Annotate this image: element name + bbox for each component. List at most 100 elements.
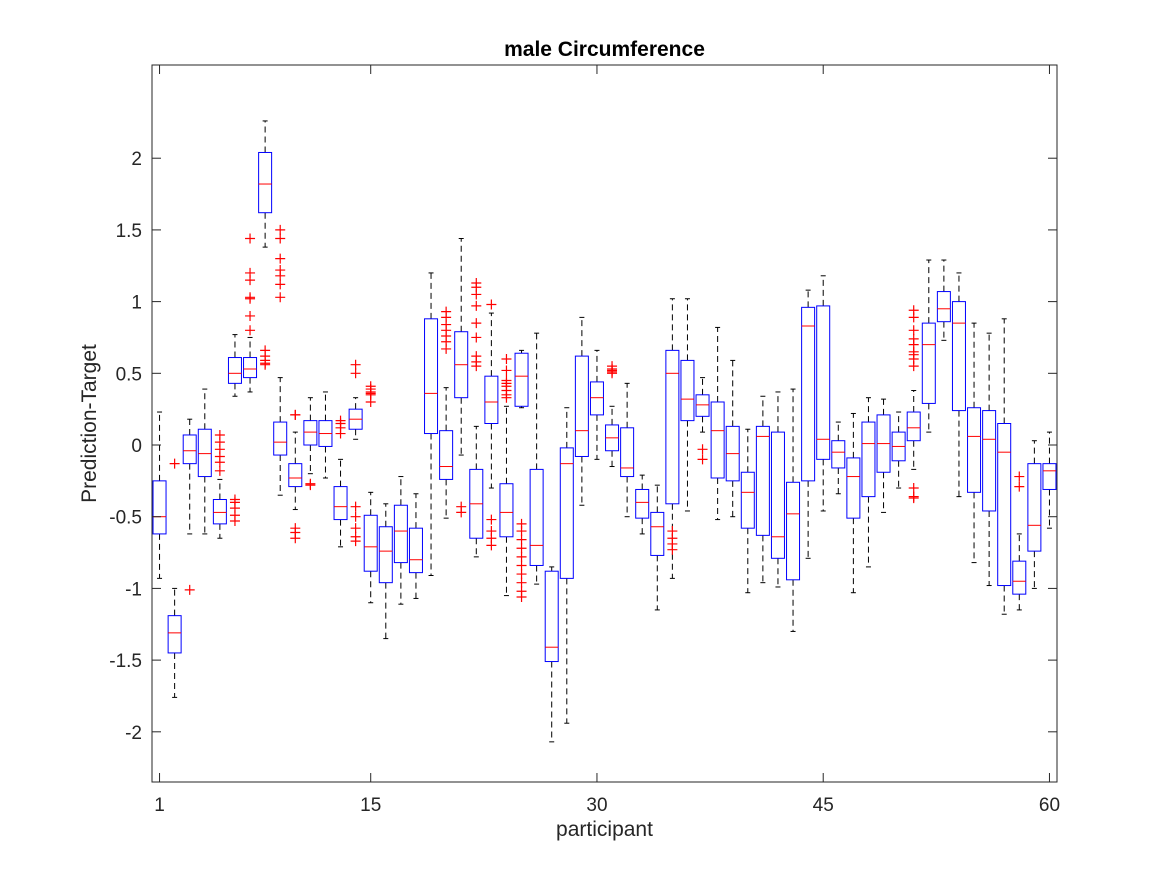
box-iqr: [846, 457, 861, 519]
outlier-point: [184, 584, 195, 595]
box-iqr: [680, 359, 695, 422]
outlier-point: [229, 516, 240, 527]
box-iqr: [1027, 463, 1042, 552]
y-tick-label: 0.5: [116, 364, 142, 385]
box-iqr: [182, 434, 197, 465]
box-iqr: [589, 381, 604, 416]
y-tick-label: 1: [131, 293, 142, 314]
box-iqr: [786, 481, 801, 581]
box-participant-28: [559, 407, 574, 724]
y-tick-label: 1.5: [116, 221, 142, 242]
box-participant-44: [801, 289, 816, 559]
outlier-point: [260, 359, 271, 370]
box-participant-45: [816, 275, 831, 512]
box-iqr: [424, 318, 439, 435]
box-iqr: [529, 468, 544, 566]
box-iqr: [967, 407, 982, 493]
outlier-point: [908, 312, 919, 323]
outlier-point: [350, 359, 361, 370]
box-participant-50: [891, 411, 906, 489]
box-participant-10: [288, 409, 303, 544]
outlier-point: [456, 507, 467, 518]
box-participant-6: [227, 334, 242, 527]
outlier-point: [516, 569, 527, 580]
box-participant-24: [499, 353, 514, 597]
box-participant-23: [484, 299, 499, 551]
box-participant-33: [635, 474, 650, 535]
box-participant-17: [393, 476, 408, 605]
box-participant-39: [725, 359, 740, 518]
box-participant-53: [936, 259, 951, 341]
box-iqr: [288, 463, 303, 488]
y-tick-label: -2: [125, 723, 142, 744]
y-tick-label: -1.5: [109, 651, 142, 672]
outlier-point: [908, 361, 919, 372]
box-participant-26: [529, 332, 544, 585]
x-tick-label: 1: [154, 795, 165, 816]
outlier-point: [471, 361, 482, 372]
y-tick-label: -0.5: [109, 508, 142, 529]
box-participant-36: [680, 298, 695, 512]
chart-title: male Circumference: [504, 38, 705, 61]
outlier-point: [908, 325, 919, 336]
box-iqr: [393, 504, 408, 564]
box-participant-60: [1042, 431, 1057, 529]
box-iqr: [635, 488, 650, 519]
box-iqr: [303, 420, 318, 446]
box-iqr: [574, 355, 589, 457]
y-tick-label: 0: [131, 436, 142, 457]
outlier-point: [516, 592, 527, 603]
outlier-point: [516, 560, 527, 571]
box-participant-42: [770, 391, 785, 588]
outlier-point: [275, 224, 286, 235]
box-participant-20: [439, 306, 454, 519]
outlier-point: [501, 365, 512, 376]
outlier-point: [350, 368, 361, 379]
outlier-point: [471, 289, 482, 300]
box-participant-2: [167, 458, 182, 698]
outlier-point: [335, 428, 346, 439]
outlier-point: [607, 368, 618, 379]
outlier-point: [245, 310, 256, 321]
box-participant-19: [424, 272, 439, 577]
box-iqr: [363, 514, 378, 572]
outlier-point: [471, 318, 482, 329]
box-iqr: [484, 375, 499, 425]
box-iqr: [514, 352, 529, 407]
outlier-point: [245, 325, 256, 336]
box-participant-13: [333, 415, 348, 548]
outlier-point: [365, 396, 376, 407]
box-participant-47: [846, 412, 861, 594]
y-axis-label: Prediction-Target: [78, 344, 101, 503]
box-iqr: [499, 483, 514, 538]
box-participant-59: [1027, 440, 1042, 589]
plot-area: [152, 120, 1057, 743]
box-iqr: [378, 526, 393, 584]
box-iqr: [152, 480, 167, 535]
box-participant-32: [620, 382, 635, 518]
y-tick-label: 2: [131, 149, 142, 170]
box-iqr: [816, 305, 831, 460]
box-participant-37: [695, 377, 710, 465]
box-participant-3: [182, 418, 197, 595]
box-participant-46: [831, 421, 846, 495]
outlier-point: [214, 465, 225, 476]
outlier-point: [169, 458, 180, 469]
box-participant-21: [454, 238, 469, 518]
outlier-point: [441, 343, 452, 354]
axes: -2 -1.5 -1 -0.5 0 0.5 1 1.5 2 1 15 30 45 60: [109, 65, 1060, 816]
outlier-point: [350, 501, 361, 512]
outlier-point: [667, 544, 678, 555]
outlier-point: [245, 233, 256, 244]
outlier-point: [305, 480, 316, 491]
x-tick-label: 30: [586, 795, 607, 816]
box-iqr: [167, 615, 182, 654]
outlier-point: [486, 514, 497, 525]
box-iqr: [258, 151, 273, 214]
outlier-point: [697, 444, 708, 455]
outlier-point: [516, 526, 527, 537]
box-participant-12: [318, 391, 333, 479]
box-participant-7: [243, 233, 258, 393]
